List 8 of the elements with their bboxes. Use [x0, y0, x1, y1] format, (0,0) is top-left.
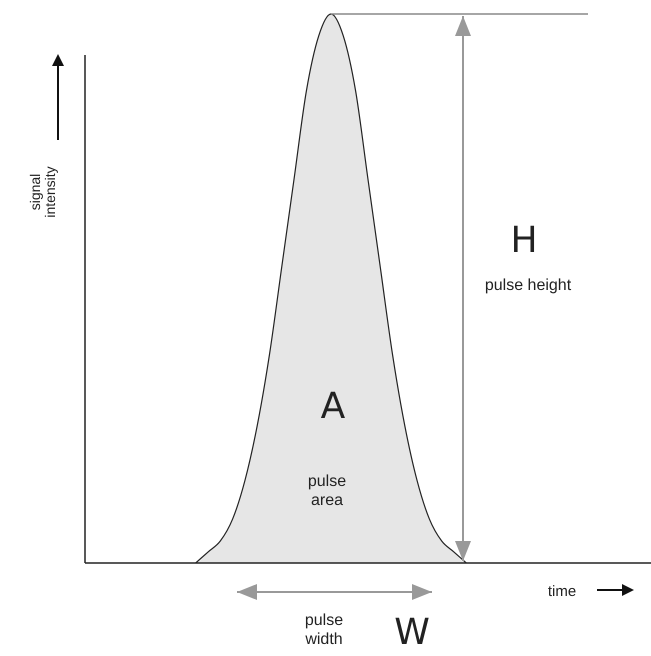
- annotation: A: [320, 386, 346, 427]
- annotation: pulse area: [308, 473, 346, 510]
- text: W: [394, 612, 430, 653]
- annotation: H: [510, 220, 538, 261]
- annotation: pulse height: [484, 277, 572, 294]
- text: pulse width: [304, 612, 344, 648]
- y-axis-title: signal intensity: [27, 166, 58, 218]
- x-axis-title: time: [548, 583, 576, 600]
